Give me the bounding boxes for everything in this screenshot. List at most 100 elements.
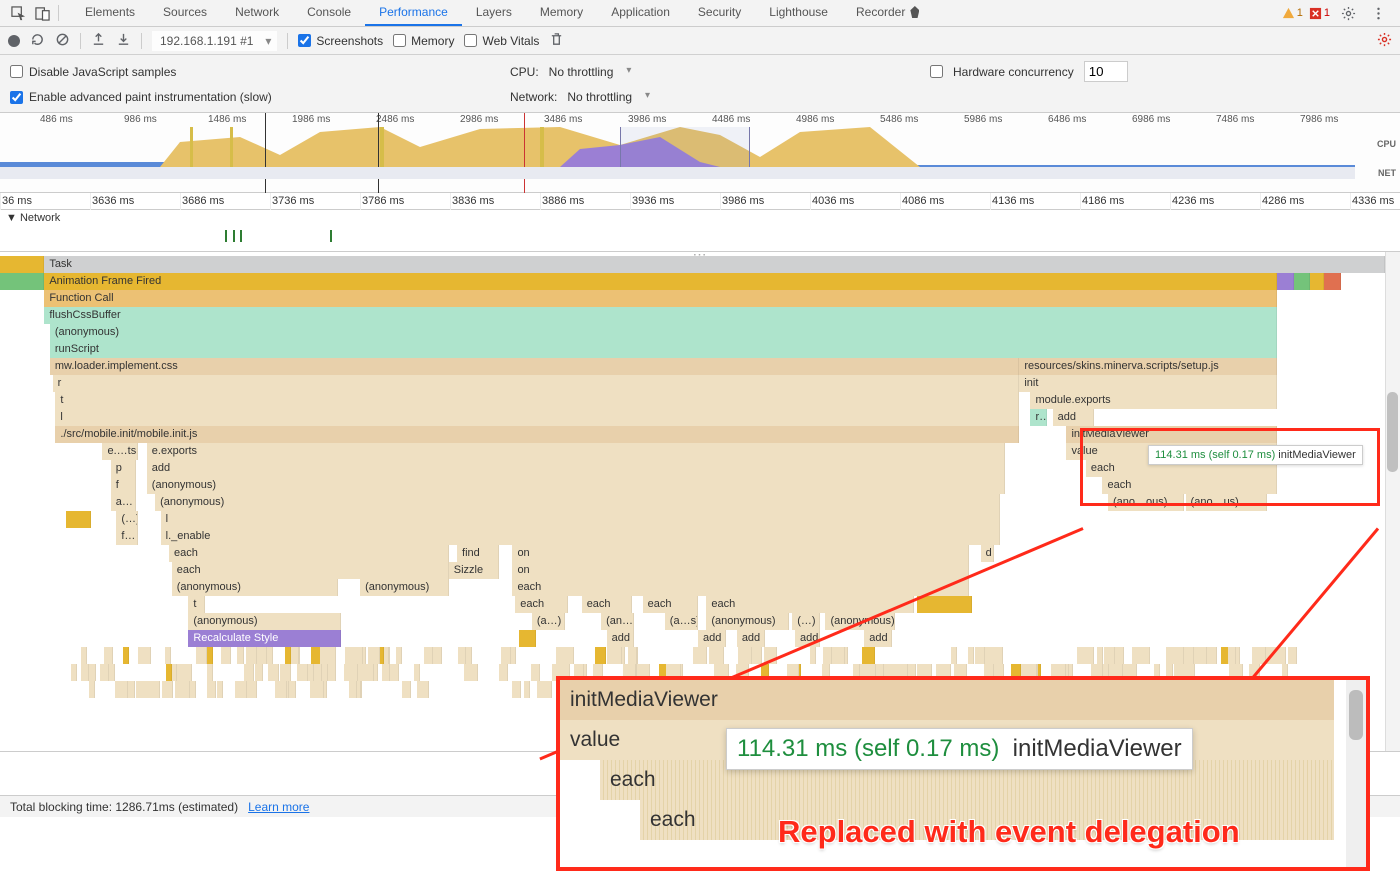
screenshots-checkbox[interactable]: Screenshots bbox=[298, 34, 383, 48]
cpu-throttle-select[interactable]: No throttling bbox=[549, 65, 632, 79]
flame-bar[interactable]: Recalculate Style bbox=[188, 630, 340, 647]
flame-bar[interactable]: Sizzle bbox=[449, 562, 499, 579]
tab-layers[interactable]: Layers bbox=[462, 0, 526, 26]
tab-elements[interactable]: Elements bbox=[71, 0, 149, 26]
flame-bar[interactable]: (…) bbox=[792, 613, 820, 630]
enable-paint-checkbox[interactable] bbox=[10, 91, 23, 104]
flame-bar[interactable]: (a…s) bbox=[665, 613, 698, 630]
tab-sources[interactable]: Sources bbox=[149, 0, 221, 26]
flame-bar[interactable]: f… bbox=[116, 528, 138, 545]
flame-bar[interactable]: runScript bbox=[50, 341, 1277, 358]
flame-bar[interactable]: (anonymous) bbox=[706, 613, 789, 630]
network-disclosure[interactable]: ▼ Network bbox=[6, 212, 60, 224]
reload-icon[interactable] bbox=[30, 32, 45, 50]
record-button[interactable] bbox=[8, 35, 20, 47]
flame-bar[interactable]: add bbox=[864, 630, 892, 647]
flame-bar[interactable]: (anonymous) bbox=[155, 494, 1000, 511]
flame-bar[interactable]: on bbox=[512, 562, 969, 579]
flame-bar[interactable]: Animation Frame Fired bbox=[44, 273, 1277, 290]
flame-bar[interactable] bbox=[519, 630, 536, 647]
tab-security[interactable]: Security bbox=[684, 0, 755, 26]
flame-bar[interactable]: (anonymous) bbox=[188, 613, 340, 630]
flame-bar[interactable] bbox=[66, 511, 91, 528]
flame-bar[interactable]: f bbox=[111, 477, 136, 494]
flame-bar[interactable]: d bbox=[981, 545, 995, 562]
flame-bar[interactable] bbox=[1310, 273, 1324, 290]
resize-grip[interactable]: ⋯ bbox=[693, 252, 708, 263]
flame-bar[interactable]: each bbox=[582, 596, 632, 613]
tab-console[interactable]: Console bbox=[293, 0, 365, 26]
memory-checkbox[interactable]: Memory bbox=[393, 34, 454, 48]
flame-bar[interactable]: (a…) bbox=[532, 613, 565, 630]
flame-bar[interactable]: l bbox=[55, 409, 1019, 426]
flame-bar[interactable]: each bbox=[169, 545, 449, 562]
flame-bar[interactable]: each bbox=[643, 596, 698, 613]
tab-network[interactable]: Network bbox=[221, 0, 293, 26]
capture-settings-icon[interactable] bbox=[1377, 32, 1392, 50]
flame-bar[interactable]: e.exports bbox=[147, 443, 1006, 460]
settings-icon[interactable] bbox=[1336, 1, 1360, 25]
flame-bar[interactable]: each bbox=[172, 562, 449, 579]
hw-concurrency-checkbox[interactable] bbox=[930, 65, 943, 78]
inspect-icon[interactable] bbox=[6, 1, 30, 25]
webvitals-checkbox[interactable]: Web Vitals bbox=[464, 34, 539, 48]
flame-bar[interactable]: flushCssBuffer bbox=[44, 307, 1277, 324]
tab-lighthouse[interactable]: Lighthouse bbox=[755, 0, 842, 26]
tab-performance[interactable]: Performance bbox=[365, 0, 462, 26]
flame-bar[interactable]: Function Call bbox=[44, 290, 1277, 307]
network-throttle-select[interactable]: No throttling bbox=[567, 90, 650, 104]
flame-bar[interactable]: a… bbox=[111, 494, 136, 511]
tab-application[interactable]: Application bbox=[597, 0, 684, 26]
flame-bar[interactable]: add bbox=[1053, 409, 1095, 426]
flame-bar[interactable]: find bbox=[457, 545, 499, 562]
flame-bar[interactable] bbox=[0, 273, 44, 290]
flame-bar[interactable]: (anonymous) bbox=[360, 579, 449, 596]
flame-bar[interactable]: (anonymous) bbox=[172, 579, 338, 596]
upload-icon[interactable] bbox=[91, 32, 106, 50]
flame-bar[interactable]: each bbox=[512, 579, 969, 596]
flame-bar[interactable] bbox=[917, 596, 972, 613]
timeline-ruler[interactable]: 36 ms3636 ms3686 ms3736 ms3786 ms3836 ms… bbox=[0, 193, 1400, 210]
network-track[interactable]: ▼ Network bbox=[0, 210, 1400, 252]
flame-bar[interactable]: (…) bbox=[116, 511, 138, 528]
flame-bar[interactable]: (anonymous) bbox=[147, 477, 1006, 494]
flame-bar[interactable]: init bbox=[1019, 375, 1277, 392]
timeline-overview[interactable]: 486 ms986 ms1486 ms1986 ms2486 ms2986 ms… bbox=[0, 113, 1400, 193]
flame-scrollbar[interactable] bbox=[1385, 252, 1400, 751]
flame-bar[interactable]: r… bbox=[1030, 409, 1047, 426]
learn-more-link[interactable]: Learn more bbox=[248, 800, 309, 814]
flame-bar[interactable]: add bbox=[737, 630, 765, 647]
flame-bar[interactable]: module.exports bbox=[1030, 392, 1277, 409]
clear-icon[interactable] bbox=[55, 32, 70, 50]
flame-bar[interactable]: add bbox=[147, 460, 1006, 477]
hw-concurrency-input[interactable] bbox=[1084, 61, 1128, 82]
flame-bar[interactable] bbox=[1294, 273, 1311, 290]
flame-bar[interactable]: add bbox=[607, 630, 635, 647]
flame-bar[interactable] bbox=[1277, 273, 1294, 290]
target-select[interactable]: 192.168.1.191 #1 bbox=[152, 31, 277, 51]
more-icon[interactable] bbox=[1366, 1, 1390, 25]
disable-js-checkbox[interactable] bbox=[10, 65, 23, 78]
flame-bar[interactable]: mw.loader.implement.css bbox=[50, 358, 1020, 375]
flame-bar[interactable] bbox=[0, 256, 44, 273]
flame-bar[interactable]: Task bbox=[44, 256, 1385, 273]
flame-bar[interactable]: e.…ts bbox=[102, 443, 138, 460]
error-badge[interactable]: 1 bbox=[1309, 7, 1330, 20]
download-icon[interactable] bbox=[116, 32, 131, 50]
flame-bar[interactable]: (anonymous) bbox=[50, 324, 1277, 341]
flame-bar[interactable]: t bbox=[188, 596, 205, 613]
flame-bar[interactable]: ./src/mobile.init/mobile.init.js bbox=[55, 426, 1019, 443]
flame-bar[interactable]: on bbox=[512, 545, 969, 562]
flame-bar[interactable]: add bbox=[698, 630, 726, 647]
tab-recorder[interactable]: Recorder bbox=[842, 0, 933, 26]
flame-bar[interactable]: resources/skins.minerva.scripts/setup.js bbox=[1019, 358, 1277, 375]
flame-bar[interactable]: each bbox=[515, 596, 568, 613]
flame-bar[interactable] bbox=[1324, 273, 1341, 290]
device-toggle-icon[interactable] bbox=[30, 1, 54, 25]
flame-bar[interactable]: r bbox=[53, 375, 1020, 392]
trash-icon[interactable] bbox=[549, 32, 564, 50]
flame-bar[interactable]: p bbox=[111, 460, 136, 477]
flame-bar[interactable]: t bbox=[55, 392, 1019, 409]
tab-memory[interactable]: Memory bbox=[526, 0, 597, 26]
flame-bar[interactable]: (an…s) bbox=[601, 613, 634, 630]
